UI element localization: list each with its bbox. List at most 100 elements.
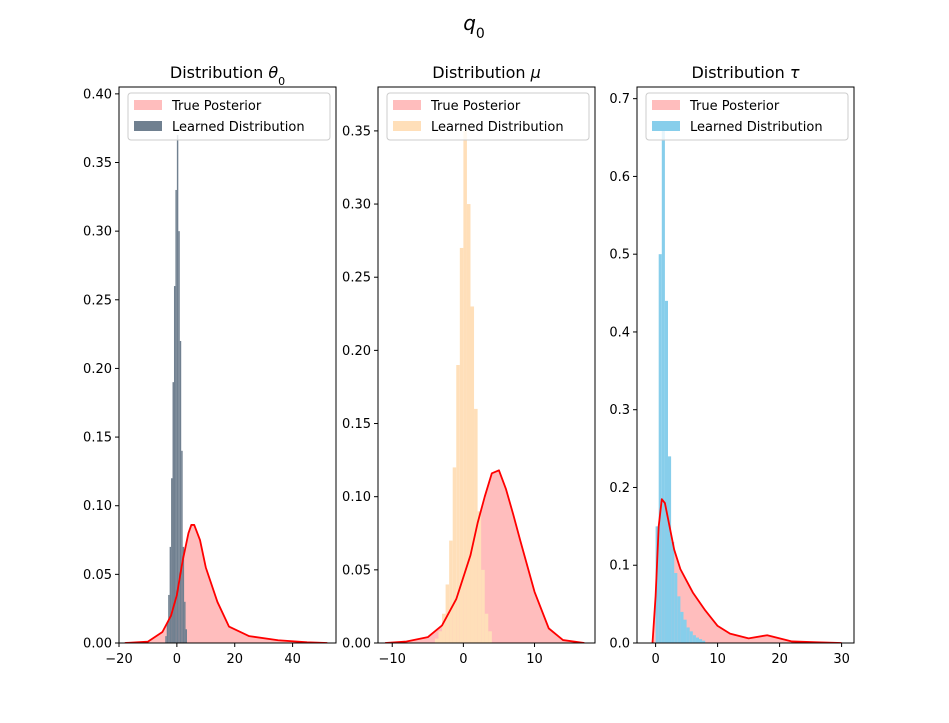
subplot-title: Distribution τ [691, 63, 799, 82]
subplot-1: −20 0 20 40 0.00 0.05 0.10 0.15 0.20 0.25 0.30 0.35… [83, 63, 337, 667]
learned-bar [172, 382, 174, 643]
learned-bar [674, 573, 678, 643]
legend-label: True Posterior [171, 99, 262, 114]
y-tick-label: 0.3 [609, 403, 630, 418]
legend-label: True Posterior [430, 99, 521, 114]
learned-bar [474, 408, 478, 643]
y-tick-label: 0.30 [83, 225, 112, 240]
learned-bar [169, 546, 172, 643]
legend-box [645, 92, 849, 141]
learned-bar [179, 340, 182, 643]
learned-bar [702, 640, 706, 643]
true-posterior-line [385, 469, 585, 643]
y-tick-label: 0.7 [609, 92, 630, 107]
y-tick-label: 0.15 [342, 417, 371, 432]
subplot-3: 0 10 20 30 0.0 0.1 0.2 0.3 0.4 0.5 0.6 0.7 Distribut… [609, 63, 855, 667]
axes-frame [118, 86, 337, 644]
y-tick-label: 0.10 [342, 490, 371, 505]
learned-bar [434, 638, 439, 643]
y-tick-label: 0.15 [83, 431, 112, 446]
legend: True Posterior Learned Distribution [386, 92, 590, 141]
learned-bar [466, 204, 471, 643]
learned-bar [664, 300, 668, 643]
learned-bar [683, 619, 687, 643]
learned-bar [173, 286, 176, 643]
y-tick-label: 0.00 [342, 637, 371, 652]
y-tick-label: 0.25 [342, 271, 371, 286]
x-tick-label: 10 [709, 652, 726, 667]
legend-swatch [134, 121, 162, 131]
learned-bar [442, 613, 446, 643]
y-tick-label: 0.05 [83, 568, 112, 583]
learned-bar [680, 611, 684, 643]
learned-bar [463, 130, 467, 643]
learned-bar [477, 511, 482, 643]
x-tick-label: −20 [105, 652, 132, 667]
legend-swatch [134, 100, 162, 110]
learned-bar [449, 540, 453, 643]
y-tick-label: 0.0 [609, 637, 630, 652]
y-tick-label: 0.6 [609, 170, 630, 185]
subplot-panels: −20 0 20 400.000.050.100.150.200.250.300.35… [83, 63, 855, 667]
legend-swatch [393, 100, 421, 110]
x-tick-label: 30 [833, 652, 850, 667]
y-tick-label: 0.10 [83, 499, 112, 514]
learned-bar [699, 639, 703, 643]
learned-bar [692, 635, 696, 643]
legend-label: Learned Distribution [690, 120, 823, 135]
true-posterior-line [124, 524, 328, 643]
legend-label: True Posterior [689, 99, 780, 114]
subplot-title: Distribution μ [432, 63, 541, 82]
y-tick-label: 0.4 [609, 325, 630, 340]
learned-bar [171, 478, 173, 643]
x-tick-label: 0 [651, 652, 659, 667]
learned-bar [184, 601, 186, 643]
learned-bar [178, 231, 180, 643]
x-tick-label: 10 [526, 652, 543, 667]
subplot-2: −10 0 10 0.00 0.05 0.10 0.15 0.20 0.25 0.30 0.35 Di… [342, 63, 596, 667]
y-tick-label: 0.1 [609, 559, 630, 574]
x-tick-label: 20 [771, 652, 788, 667]
legend: True Posterior Learned Distribution [645, 92, 849, 141]
axes-frame [377, 86, 596, 644]
plot-area [385, 130, 585, 643]
legend-swatch [652, 100, 680, 110]
subplot-title: Distribution θ0 [170, 63, 285, 88]
learned-bar [677, 596, 681, 643]
learned-bar [484, 613, 489, 643]
true-posterior-fill [385, 470, 585, 643]
y-tick-label: 0.35 [342, 124, 371, 139]
plot-area [651, 129, 842, 643]
learned-bar [695, 637, 699, 643]
learned-bar [655, 526, 659, 643]
true-posterior-fill [652, 499, 842, 643]
legend: True Posterior Learned Distribution [127, 92, 331, 141]
x-tick-label: 0 [459, 652, 467, 667]
learned-bar [689, 631, 693, 643]
legend-swatch [393, 121, 421, 131]
y-tick-label: 0.30 [342, 198, 371, 213]
y-tick-label: 0.05 [342, 563, 371, 578]
figure-title: q0 [463, 11, 485, 42]
y-tick-label: 0.00 [83, 637, 112, 652]
learned-bar [459, 247, 464, 643]
learned-bar [165, 636, 167, 643]
legend-label: Learned Distribution [172, 120, 305, 135]
learned-bar [185, 629, 187, 643]
learned-bar [488, 631, 492, 643]
true-posterior-line [651, 498, 842, 643]
x-tick-label: 0 [173, 652, 181, 667]
learned-bar [686, 627, 690, 643]
y-tick-label: 0.20 [342, 344, 371, 359]
x-tick-label: 20 [226, 652, 243, 667]
y-tick-label: 0.20 [83, 362, 112, 377]
learned-bar [181, 450, 183, 643]
x-tick-label: 40 [284, 652, 301, 667]
y-tick-label: 0.40 [83, 87, 112, 102]
plot-area [124, 135, 328, 643]
learned-bar [668, 456, 672, 643]
y-tick-label: 0.5 [609, 248, 630, 263]
y-tick-label: 0.2 [609, 481, 630, 496]
learned-bar [658, 254, 662, 643]
